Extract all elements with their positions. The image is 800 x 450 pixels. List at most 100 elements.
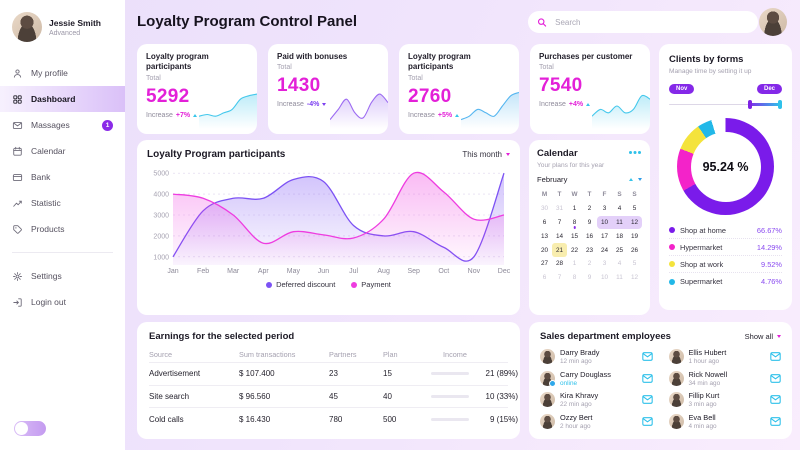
calendar-day[interactable]: 9 (587, 218, 592, 226)
ellipsis-menu-icon[interactable] (629, 151, 632, 154)
calendar-day[interactable]: 2 (587, 260, 592, 268)
calendar-day[interactable]: 24 (600, 246, 609, 254)
month-up-icon[interactable] (629, 178, 633, 181)
mail-icon[interactable] (770, 416, 781, 426)
calendar-day[interactable]: 7 (557, 218, 562, 226)
sidebar-item-massages[interactable]: Massages 1 (0, 112, 125, 138)
sparkline-chart (198, 87, 257, 134)
sidebar-item-dashboard[interactable]: Dashboard (0, 86, 125, 112)
mail-icon[interactable] (770, 395, 781, 405)
range-start-pill[interactable]: Nov (669, 84, 695, 94)
calendar-day[interactable]: 11 (616, 274, 623, 282)
calendar-day[interactable]: 30 (540, 205, 549, 213)
calendar-day[interactable]: 8 (572, 274, 577, 282)
theme-toggle[interactable] (14, 421, 46, 436)
stat-card-loyalty-program-participants-2[interactable]: Loyalty program participants Total 2760 … (399, 44, 519, 134)
stat-card-title: Purchases per customer (539, 52, 633, 61)
calendar-day[interactable]: 4 (617, 205, 622, 213)
calendar-day[interactable]: 1 (572, 260, 577, 268)
calendar-day[interactable]: 2 (587, 205, 592, 213)
svg-text:4000: 4000 (153, 192, 169, 199)
sidebar-item-statistic[interactable]: Statistic (0, 190, 125, 216)
mail-icon[interactable] (770, 352, 781, 362)
calendar-day[interactable]: 3 (602, 260, 607, 268)
chart-title: Loyalty Program participants (147, 149, 286, 160)
stat-card-title: Loyalty program participants (146, 52, 209, 72)
sidebar: Jessie Smith Advanced My profile Dashboa… (0, 0, 125, 450)
calendar-day[interactable]: 3 (602, 205, 607, 213)
mail-icon[interactable] (641, 373, 653, 383)
calendar-day[interactable]: 26 (630, 246, 639, 254)
sidebar-user[interactable]: Jessie Smith Advanced (0, 0, 125, 50)
calendar-day[interactable]: 17 (600, 232, 609, 240)
calendar-day[interactable]: 6 (542, 274, 547, 282)
increase-label: Increase (408, 111, 435, 119)
employee-avatar (540, 370, 556, 387)
mail-icon[interactable] (770, 373, 781, 383)
sidebar-item-login-out[interactable]: Login out (0, 289, 125, 315)
calendar-day[interactable]: 25 (615, 246, 624, 254)
employee-ozzy-bert[interactable]: Ozzy Bert 2 hour ago (540, 411, 653, 433)
sidebar-item-label: Statistic (31, 198, 61, 208)
calendar-grid: M T W T F S S 30 31 1 2 3 4 5 6 7 8 9 10 11 12 13 14 15 16 17 18 19… (537, 188, 642, 285)
month-down-icon[interactable] (638, 178, 642, 181)
calendar-day[interactable]: 19 (630, 232, 639, 240)
stat-card-purchases-per-customer-3[interactable]: Purchases per customer Total 7540 Increa… (530, 44, 650, 134)
user-role: Advanced (49, 29, 81, 37)
show-all-dropdown[interactable]: Show all (745, 332, 781, 341)
employee-darry-brady[interactable]: Darry Brady 12 min ago (540, 346, 653, 368)
calendar-day[interactable]: 27 (540, 260, 549, 268)
calendar-day[interactable]: 14 (555, 232, 564, 240)
sidebar-item-my-profile[interactable]: My profile (0, 60, 125, 86)
sidebar-item-settings[interactable]: Settings (0, 263, 125, 289)
calendar-day[interactable]: 18 (615, 232, 624, 240)
calendar-day[interactable]: 6 (542, 218, 547, 226)
calendar-day[interactable]: 15 (570, 232, 579, 240)
header-avatar[interactable] (759, 8, 787, 36)
calendar-day[interactable]: 28 (555, 260, 564, 268)
sidebar-item-calendar[interactable]: Calendar (0, 138, 125, 164)
stat-card-paid-with-bonuses-1[interactable]: Paid with bonuses Total 1430 Increase -4… (268, 44, 388, 134)
calendar-day[interactable]: 7 (557, 274, 562, 282)
calendar-day[interactable]: 9 (587, 274, 592, 282)
calendar-day[interactable]: 4 (617, 260, 622, 268)
sidebar-item-bank[interactable]: Bank (0, 164, 125, 190)
calendar-day[interactable]: 1 (572, 205, 577, 213)
calendar-day[interactable]: 11 (612, 215, 627, 230)
stat-card-loyalty-program-participants-0[interactable]: Loyalty program participants Total 5292 … (137, 44, 257, 134)
search-input[interactable] (553, 16, 749, 28)
calendar-day[interactable]: 16 (585, 232, 594, 240)
calendar-day[interactable]: 10 (597, 215, 612, 230)
calendar-day[interactable]: 31 (555, 205, 564, 213)
calendar-day[interactable]: 8 (567, 216, 582, 230)
employee-avatar (668, 349, 684, 365)
mail-icon[interactable] (641, 352, 653, 362)
calendar-day[interactable]: 5 (632, 205, 637, 213)
mail-icon[interactable] (641, 416, 653, 426)
calendar-day[interactable]: 23 (585, 246, 594, 254)
slider-handle-end[interactable] (778, 99, 782, 109)
calendar-day[interactable]: 12 (630, 274, 639, 282)
calendar-day[interactable]: 13 (540, 232, 549, 240)
employee-fillip-kurt[interactable]: Fillip Kurt 3 min ago (668, 389, 782, 411)
employee-status: online (560, 379, 578, 387)
stat-card-change: Increase -4% (277, 101, 379, 108)
calendar-day[interactable]: 22 (570, 246, 579, 254)
employee-rick-nowell[interactable]: Rick Nowell 34 min ago (668, 368, 782, 390)
sidebar-item-products[interactable]: Products (0, 216, 125, 242)
employee-kira-khravy[interactable]: Kira Khravy 22 min ago (540, 389, 653, 411)
calendar-day[interactable]: 21 (552, 243, 567, 257)
employees-panel: Sales department employees Show all Darr… (529, 322, 792, 439)
employee-eva-bell[interactable]: Eva Bell 4 min ago (668, 411, 782, 433)
calendar-day[interactable]: 20 (540, 246, 549, 254)
range-end-pill[interactable]: Dec (756, 84, 782, 94)
calendar-day[interactable]: 5 (632, 260, 637, 268)
period-dropdown[interactable]: This month (462, 150, 510, 159)
calendar-day[interactable]: 12 (627, 215, 642, 230)
employee-ellis-hubert[interactable]: Ellis Hubert 1 hour ago (668, 346, 782, 368)
mail-icon[interactable] (641, 395, 653, 405)
calendar-day[interactable]: 10 (600, 274, 609, 282)
source-cell: Site search (149, 391, 190, 401)
slider-handle-start[interactable] (748, 99, 753, 109)
employee-carry-douglass[interactable]: Carry Douglass online (540, 368, 653, 390)
